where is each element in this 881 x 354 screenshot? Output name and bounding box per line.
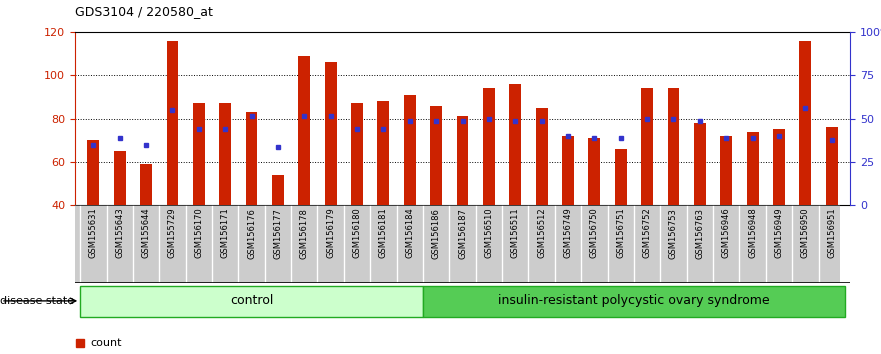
Bar [509,84,522,205]
Bar [87,140,100,205]
Text: control: control [230,295,273,307]
Text: GSM156949: GSM156949 [774,208,783,258]
Text: GSM155729: GSM155729 [168,208,177,258]
Bar [456,116,469,205]
Text: GSM156187: GSM156187 [458,208,467,258]
Text: GSM156177: GSM156177 [273,208,283,258]
Text: GSM156176: GSM156176 [247,208,256,258]
Text: GSM156510: GSM156510 [485,208,493,258]
Text: GSM156184: GSM156184 [405,208,414,258]
Bar [193,103,204,205]
Bar [352,103,363,205]
Text: GSM156181: GSM156181 [379,208,388,258]
Text: GSM156948: GSM156948 [748,208,757,258]
Text: GSM155631: GSM155631 [89,208,98,258]
Bar [325,62,337,205]
Text: GSM156512: GSM156512 [537,208,546,258]
Text: GSM156178: GSM156178 [300,208,309,258]
Bar [272,175,284,205]
Bar [299,56,310,205]
Text: GSM155643: GSM155643 [115,208,124,258]
Text: count: count [91,338,122,348]
Bar [641,88,653,205]
Text: GSM156171: GSM156171 [221,208,230,258]
Text: GSM156950: GSM156950 [801,208,810,258]
Text: GSM156753: GSM156753 [669,208,678,258]
Bar [773,130,785,205]
FancyBboxPatch shape [80,286,423,317]
Bar [694,123,706,205]
Bar [114,151,126,205]
Text: GSM156511: GSM156511 [511,208,520,258]
Bar [615,149,626,205]
Bar [747,132,759,205]
Bar [483,88,495,205]
Bar [377,101,389,205]
Text: disease state: disease state [0,296,74,306]
Bar [562,136,574,205]
Text: GSM156179: GSM156179 [326,208,335,258]
Bar [219,103,231,205]
Text: GSM156749: GSM156749 [564,208,573,258]
Bar [721,136,732,205]
Text: GSM156751: GSM156751 [616,208,626,258]
Text: GSM156170: GSM156170 [195,208,204,258]
Bar [403,95,416,205]
Bar [825,127,838,205]
Bar [799,41,811,205]
Bar [246,112,257,205]
Text: GSM156180: GSM156180 [352,208,361,258]
Bar [430,105,442,205]
Text: GSM156763: GSM156763 [695,208,704,259]
Text: insulin-resistant polycystic ovary syndrome: insulin-resistant polycystic ovary syndr… [498,295,770,307]
Text: GSM156951: GSM156951 [827,208,836,258]
Text: GSM155644: GSM155644 [142,208,151,258]
Bar [589,138,600,205]
Bar [140,164,152,205]
FancyBboxPatch shape [423,286,845,317]
Text: GSM156750: GSM156750 [590,208,599,258]
Bar [167,41,178,205]
Bar [668,88,679,205]
Text: GSM156186: GSM156186 [432,208,440,258]
Bar [536,108,548,205]
Text: GSM156752: GSM156752 [642,208,652,258]
Text: GDS3104 / 220580_at: GDS3104 / 220580_at [75,5,212,18]
Text: GSM156946: GSM156946 [722,208,730,258]
